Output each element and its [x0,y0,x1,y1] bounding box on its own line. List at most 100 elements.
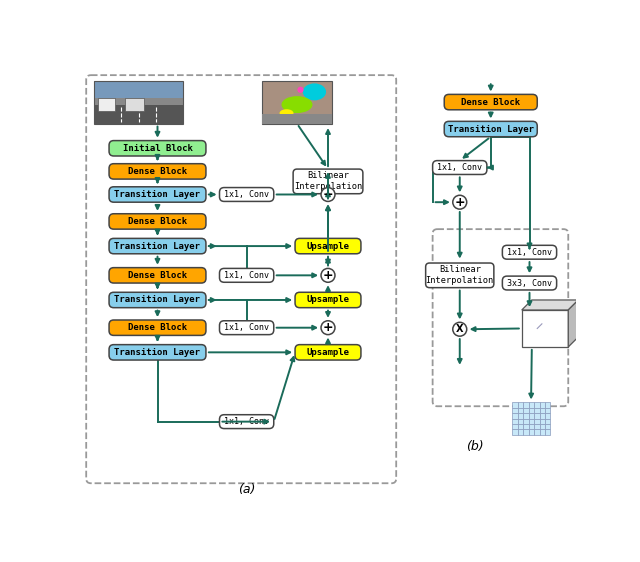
FancyBboxPatch shape [295,238,361,254]
Bar [513,419,518,424]
Bar [518,402,524,408]
Circle shape [321,269,335,282]
Text: 1x1, Conv: 1x1, Conv [224,417,269,426]
Bar [540,402,545,408]
FancyBboxPatch shape [109,187,206,202]
Bar [518,408,524,413]
Text: +: + [323,321,333,334]
Bar [513,424,518,429]
FancyBboxPatch shape [109,140,206,156]
Text: Bilinear
Interpolation: Bilinear Interpolation [294,171,362,192]
FancyBboxPatch shape [293,169,363,194]
Text: +: + [454,196,465,209]
FancyBboxPatch shape [109,214,206,229]
Bar [518,429,524,435]
FancyBboxPatch shape [109,292,206,307]
Text: (b): (b) [467,440,484,453]
Circle shape [321,188,335,201]
Polygon shape [522,300,579,310]
Text: Transition Layer: Transition Layer [448,125,534,134]
Bar [545,419,550,424]
Circle shape [298,87,303,93]
Bar [534,402,540,408]
Bar [524,402,529,408]
FancyBboxPatch shape [220,321,274,334]
Bar [545,429,550,435]
Text: Transition Layer: Transition Layer [115,242,200,251]
Bar [540,424,545,429]
FancyBboxPatch shape [295,345,361,360]
FancyBboxPatch shape [109,345,206,360]
Bar [540,413,545,419]
Bar [518,419,524,424]
Bar [529,402,534,408]
Text: 1x1, Conv: 1x1, Conv [507,248,552,257]
FancyBboxPatch shape [502,276,557,290]
Text: Upsample: Upsample [307,348,349,357]
Bar [94,105,183,124]
Bar [540,408,545,413]
FancyBboxPatch shape [109,164,206,179]
Text: (a): (a) [238,483,255,496]
Bar [513,413,518,419]
Bar [534,408,540,413]
Text: Dense Block: Dense Block [128,217,187,226]
FancyBboxPatch shape [109,320,206,336]
Bar [524,413,529,419]
Bar [522,310,568,347]
Bar [529,424,534,429]
Bar [545,413,550,419]
Bar [524,408,529,413]
Bar [518,424,524,429]
Text: Upsample: Upsample [307,242,349,251]
Bar [529,413,534,419]
Ellipse shape [282,96,312,113]
Circle shape [452,323,467,336]
Bar [540,429,545,435]
Text: Dense Block: Dense Block [461,98,520,107]
Circle shape [321,321,335,334]
FancyBboxPatch shape [426,263,494,288]
FancyBboxPatch shape [220,188,274,201]
FancyBboxPatch shape [220,415,274,429]
Text: 1x1, Conv: 1x1, Conv [224,271,269,280]
Text: Dense Block: Dense Block [128,323,187,332]
Bar [524,424,529,429]
Text: Dense Block: Dense Block [128,167,187,176]
Text: Dense Block: Dense Block [128,271,187,280]
Bar [513,408,518,413]
Bar [534,429,540,435]
Text: 3x3, Conv: 3x3, Conv [507,279,552,288]
Bar [545,424,550,429]
Bar [125,98,145,111]
Bar [529,408,534,413]
FancyBboxPatch shape [444,94,537,110]
Text: Upsample: Upsample [307,296,349,305]
Bar [262,81,332,124]
FancyBboxPatch shape [109,268,206,283]
Text: +: + [323,188,333,201]
Bar [529,419,534,424]
Bar [524,419,529,424]
Ellipse shape [303,83,326,101]
FancyBboxPatch shape [220,269,274,282]
Bar [534,424,540,429]
Bar [94,81,183,124]
Bar [513,402,518,408]
Text: Transition Layer: Transition Layer [115,348,200,357]
Bar [98,98,115,111]
Circle shape [452,195,467,209]
Polygon shape [568,300,579,347]
Text: Bilinear
Interpolation: Bilinear Interpolation [426,265,494,285]
Text: Transition Layer: Transition Layer [115,190,200,199]
Bar [540,419,545,424]
Text: X: X [456,324,463,334]
Bar [94,81,183,98]
Bar [513,429,518,435]
Bar [518,413,524,419]
Text: Transition Layer: Transition Layer [115,296,200,305]
FancyBboxPatch shape [502,245,557,259]
FancyBboxPatch shape [433,161,487,174]
FancyBboxPatch shape [295,292,361,307]
Bar [524,429,529,435]
